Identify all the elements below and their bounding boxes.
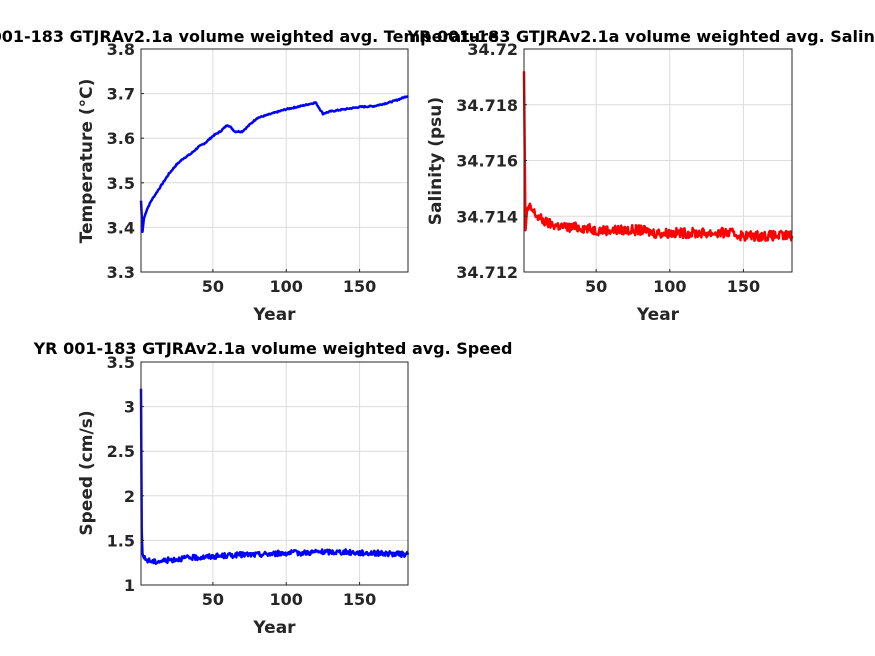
x-axis-label: Year — [252, 305, 296, 325]
series-line — [139, 94, 409, 234]
plot-area — [141, 49, 408, 272]
y-tick-label: 2.5 — [107, 442, 135, 461]
chart-2: 50 100 150 1 1.5 2 2.5 3 3.5 Year Speed (cm/s) YR 0… — [33, 339, 513, 638]
y-tick-label: 2 — [124, 487, 135, 506]
plot-area — [141, 362, 408, 585]
y-tick-label: 3.6 — [107, 129, 135, 148]
axes-box — [140, 48, 409, 273]
chart-title: YR 001-183 GTJRAv2.1a volume weighted av… — [407, 27, 875, 46]
x-axis-label: Year — [252, 618, 296, 638]
x-axis-label: Year — [636, 305, 680, 325]
y-tick-label: 3.3 — [107, 263, 135, 282]
y-tick-label: 34.718 — [456, 96, 518, 115]
y-axis-label: Speed (cm/s) — [77, 410, 97, 535]
series-line — [139, 388, 410, 565]
y-tick-label: 34.714 — [456, 207, 518, 226]
y-tick-label: 34.72 — [467, 40, 518, 59]
series-line — [522, 71, 794, 242]
x-tick-label: 150 — [343, 590, 376, 609]
y-axis-label: Temperature (°C) — [77, 79, 97, 244]
y-tick-label: 1 — [124, 576, 135, 595]
chart-title: YR 001-183 GTJRAv2.1a volume weighted av… — [33, 339, 513, 358]
y-tick-label: 34.712 — [456, 263, 518, 282]
y-tick-label: 3 — [124, 398, 135, 417]
y-tick-label: 3.5 — [107, 174, 135, 193]
y-tick-label: 3.7 — [107, 85, 135, 104]
y-tick-label: 1.5 — [107, 531, 135, 550]
y-tick-label: 3.8 — [107, 40, 135, 59]
axes-box — [140, 361, 409, 586]
chart-1: 50 100 150 34.712 34.714 34.716 34.718 34.72 Yea… — [407, 27, 875, 325]
y-axis-label: Salinity (psu) — [426, 97, 446, 225]
x-tick-label: 150 — [343, 277, 376, 296]
chart-0: 50 100 150 3.3 3.4 3.5 3.6 3.7 3.8 Year Temperatur… — [0, 27, 499, 325]
x-tick-label: 150 — [727, 277, 760, 296]
chart-title: YR 001-183 GTJRAv2.1a volume weighted av… — [0, 27, 499, 46]
y-tick-label: 3.5 — [107, 353, 135, 372]
y-tick-label: 3.4 — [107, 218, 135, 237]
x-tick-label: 100 — [270, 277, 303, 296]
x-tick-label: 50 — [202, 590, 224, 609]
y-tick-label: 34.716 — [456, 152, 518, 171]
x-tick-label: 100 — [653, 277, 686, 296]
x-tick-label: 50 — [585, 277, 607, 296]
x-tick-label: 100 — [270, 590, 303, 609]
x-tick-label: 50 — [202, 277, 224, 296]
